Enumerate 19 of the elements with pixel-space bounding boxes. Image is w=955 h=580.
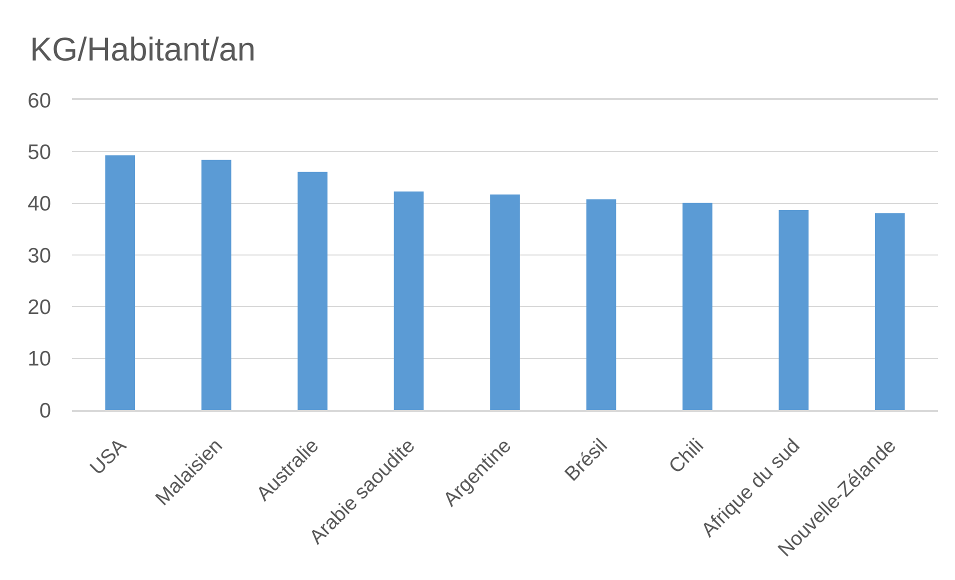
y-tick-label: 50 <box>28 141 51 164</box>
y-tick-label: 60 <box>28 89 51 112</box>
bar <box>394 191 424 410</box>
x-tick-label: USA <box>86 434 132 480</box>
y-tick-label: 20 <box>28 296 51 320</box>
y-tick-label: 0 <box>39 399 51 422</box>
y-tick-label: 10 <box>28 348 51 371</box>
bar <box>778 210 809 410</box>
chart-title: KG/Habitant/an <box>30 30 256 68</box>
bar <box>586 199 616 410</box>
x-tick-label: Chili <box>664 434 708 478</box>
bar <box>201 160 232 410</box>
y-tick-label: 30 <box>28 244 51 268</box>
bar <box>298 172 328 410</box>
bar <box>105 155 136 410</box>
bar <box>682 202 712 410</box>
bar <box>874 213 905 410</box>
y-tick-label: 40 <box>28 192 51 216</box>
bar <box>490 194 520 410</box>
